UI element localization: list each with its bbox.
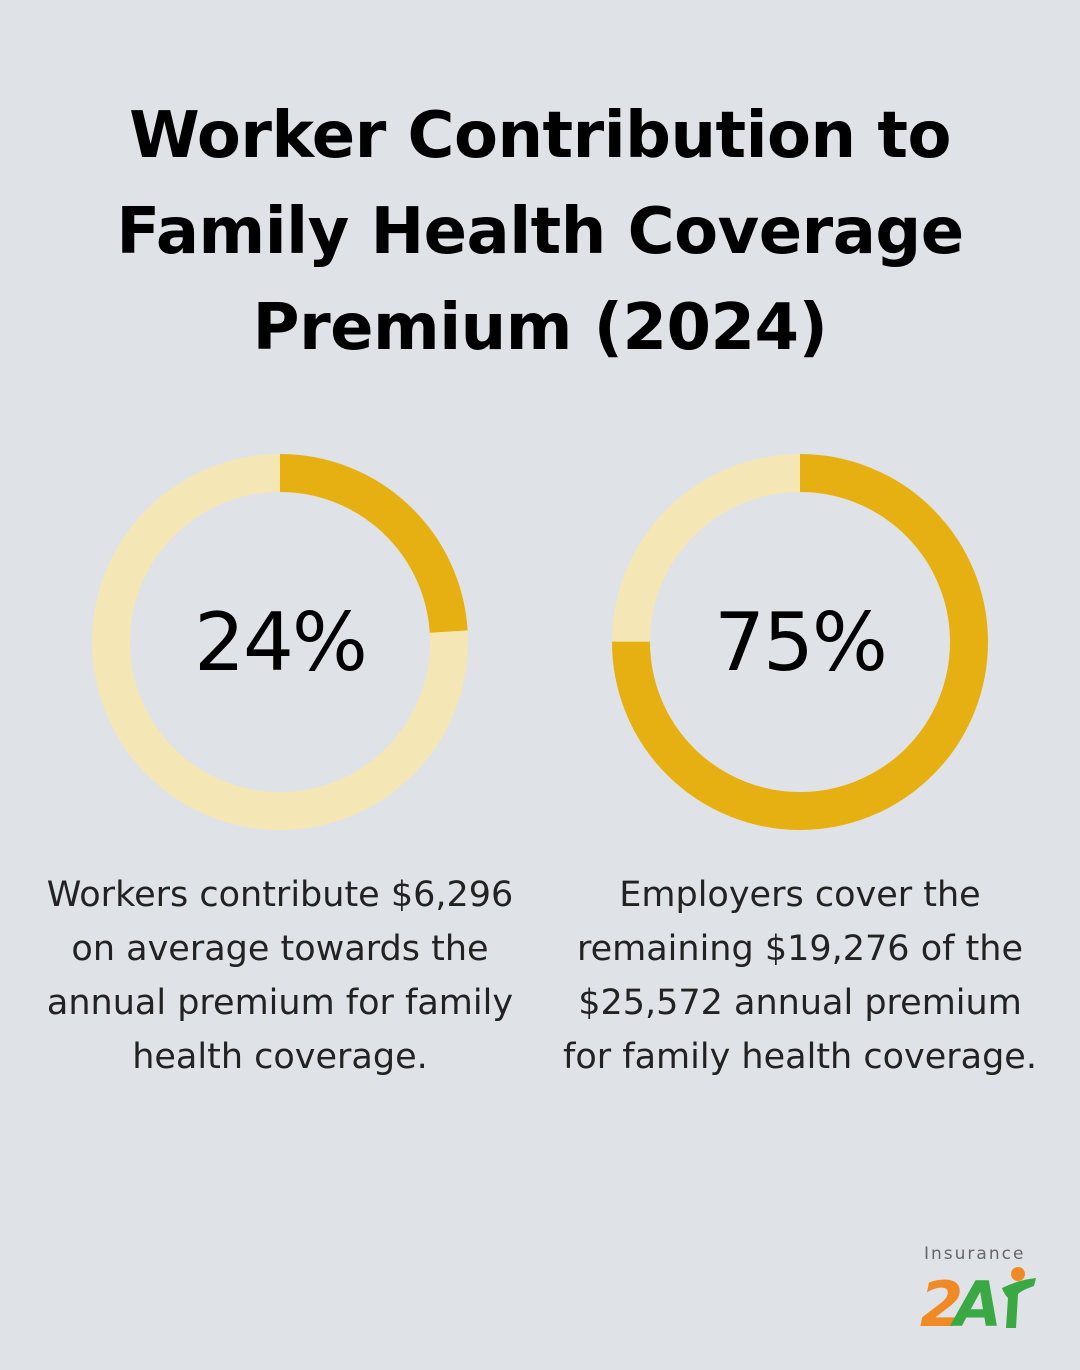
svg-text:A: A xyxy=(949,1268,1002,1334)
donut-arc-workers xyxy=(92,454,468,830)
description-workers: Workers contribute $6,296 on average tow… xyxy=(46,875,514,1077)
title-line-2: Family Health Coverage xyxy=(116,195,964,269)
donut-arc-employers xyxy=(612,454,988,830)
logo-wordmark: Insurance xyxy=(924,1244,1026,1264)
donut-svg-workers xyxy=(92,454,468,830)
description-employers: Employers cover the remaining $19,276 of… xyxy=(563,875,1037,1077)
donut-svg-employers xyxy=(612,454,988,830)
page-title: Worker Contribution to Family Health Cov… xyxy=(60,88,1020,376)
logo-mark-icon: 2 A xyxy=(920,1267,1036,1334)
title-line-1: Worker Contribution to xyxy=(129,99,951,173)
percent-label-workers: 24% xyxy=(194,595,368,689)
brand-logo: Insurance 2 A xyxy=(918,1244,1048,1336)
donut-chart-employers: 75% xyxy=(608,450,992,834)
title-line-3: Premium (2024) xyxy=(252,291,828,365)
svg-text:2: 2 xyxy=(920,1268,963,1334)
percent-label-employers: 75% xyxy=(714,595,888,689)
donut-chart-workers: 24% xyxy=(88,450,472,834)
